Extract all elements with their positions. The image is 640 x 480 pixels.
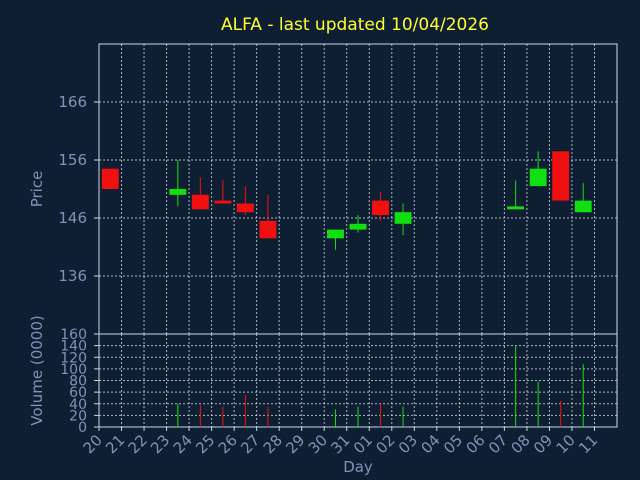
- candle-body: [214, 200, 232, 204]
- candle-body: [191, 194, 209, 210]
- candle-body: [169, 189, 187, 195]
- candle-body: [552, 151, 570, 201]
- price-panel: 136 146 156 166: [58, 43, 618, 335]
- candle-body: [327, 229, 344, 239]
- price-tick-label: 156: [58, 151, 87, 169]
- price-tick-label: 136: [58, 267, 87, 285]
- candle-body: [349, 223, 367, 230]
- candle-body: [236, 203, 254, 213]
- x-axis-label: Day: [343, 458, 373, 476]
- volume-tick-label: 140: [60, 339, 87, 355]
- candle-body: [507, 206, 525, 210]
- volume-tick-label: 80: [69, 374, 87, 390]
- candle-body: [394, 212, 412, 224]
- volume-tick-label: 60: [69, 385, 87, 401]
- price-tick-label: 146: [58, 209, 87, 227]
- volume-panel: 0204060801001201401602021222324252627282…: [60, 327, 618, 457]
- volume-tick-label: 100: [60, 362, 87, 378]
- price-axis-label: Price: [28, 171, 46, 208]
- x-tick-label: 11: [575, 431, 601, 457]
- candle-body: [529, 168, 547, 187]
- candle-body: [101, 168, 119, 189]
- volume-axis-label: Volume (0000): [28, 315, 46, 425]
- volume-tick-label: 20: [69, 408, 87, 424]
- volume-tick-label: 120: [60, 350, 87, 366]
- volume-tick-label: 0: [78, 420, 87, 436]
- candle-body: [372, 200, 389, 216]
- candle-body: [574, 200, 592, 213]
- candle-body: [259, 220, 277, 239]
- price-tick-label: 166: [58, 93, 87, 111]
- volume-tick-label: 160: [60, 327, 87, 343]
- chart-title: ALFA - last updated 10/04/2026: [221, 15, 489, 35]
- volume-tick-label: 40: [69, 397, 87, 413]
